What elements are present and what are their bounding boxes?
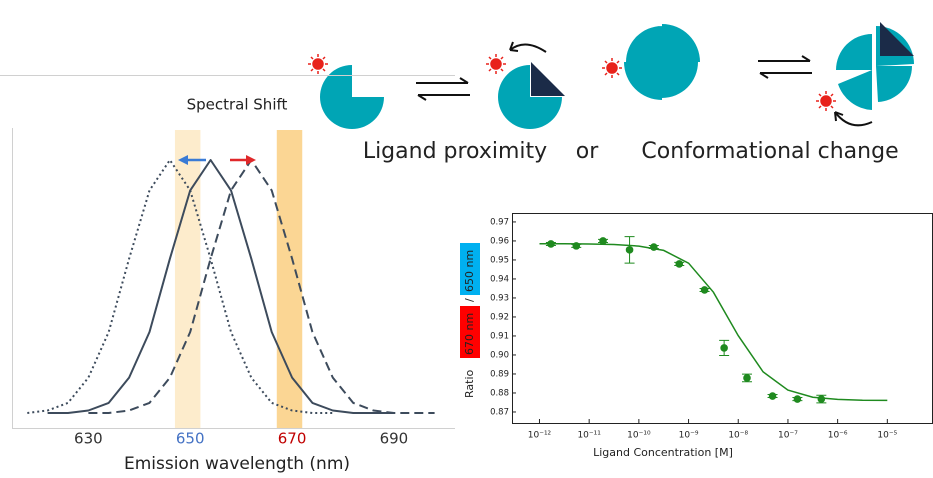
x-tick-label: 630 — [74, 430, 103, 448]
point — [547, 240, 555, 248]
diagram — [320, 22, 914, 129]
ligand — [531, 62, 565, 96]
fluorophores — [308, 54, 836, 111]
point — [625, 246, 634, 254]
chart-title: Spectral Shift — [187, 96, 288, 114]
y-axis-label-part: 650 nm — [463, 250, 476, 292]
x-tick-label: 10⁻¹¹ — [577, 431, 601, 441]
curve — [47, 159, 394, 414]
arrow — [759, 72, 812, 79]
point — [817, 395, 826, 403]
protein — [498, 65, 562, 129]
fluorophore — [816, 91, 836, 111]
equilibrium-arrows — [416, 41, 873, 127]
point — [720, 344, 728, 352]
arrow — [758, 55, 811, 62]
label: or — [576, 139, 599, 164]
point — [599, 237, 607, 245]
label-box — [460, 243, 480, 295]
y-axis-label-part: Ratio — [463, 369, 476, 398]
y-tick-label: 0.89 — [490, 369, 509, 379]
x-tick-label: 10⁻⁹ — [679, 431, 699, 441]
x-tick-label: 690 — [380, 430, 409, 448]
arrow — [416, 77, 469, 84]
band — [276, 130, 303, 428]
point — [650, 243, 658, 251]
x-tick-label: 10⁻⁵ — [877, 431, 897, 441]
y-tick-label: 0.91 — [490, 331, 509, 341]
x-tick-label: 670 — [278, 430, 307, 448]
point — [768, 392, 777, 400]
shift-arrows — [178, 155, 256, 165]
curve — [88, 159, 435, 414]
curve — [27, 159, 333, 414]
protein — [624, 24, 700, 100]
arrowhead — [178, 155, 188, 165]
protein — [836, 26, 914, 110]
x-tick-label: 10⁻⁷ — [778, 431, 798, 441]
x-axis-label: Emission wavelength (nm) — [124, 454, 350, 474]
x-tick-label: 10⁻⁶ — [828, 431, 848, 441]
x-axis-label: Ligand Concentration [M] — [593, 446, 733, 459]
point — [700, 286, 709, 294]
point — [793, 395, 802, 403]
x-tick-label: 10⁻¹⁰ — [627, 431, 651, 441]
y-axis-label-part: 670 nm — [463, 313, 476, 355]
y-tick-label: 0.96 — [490, 236, 509, 246]
fluorophore — [308, 54, 328, 74]
y-axis-label-part: / — [463, 298, 476, 302]
y-tick-label: 0.92 — [490, 312, 509, 322]
y-axis-label: Ratio 670 nm / 650 nm — [460, 243, 480, 398]
y-tick-label: 0.95 — [490, 255, 509, 265]
arrowhead — [246, 155, 256, 165]
label: Conformational change — [641, 139, 898, 164]
x-tick-label: 650 — [176, 430, 205, 448]
point — [743, 374, 751, 382]
binding-chart: 0.87 0.88 0.89 0.90 0.91 0.92 0.93 0.94 0.95 0.96… — [460, 213, 933, 459]
protein — [320, 65, 384, 129]
point — [572, 242, 581, 250]
y-tick-label: 0.94 — [490, 274, 509, 284]
curved-arrow — [834, 111, 873, 127]
band — [174, 130, 201, 428]
fluorophore — [602, 58, 622, 78]
label: Ligand proximity — [363, 139, 547, 164]
ligand — [880, 22, 914, 56]
arrow — [417, 94, 470, 101]
point — [675, 260, 684, 268]
curved-arrow — [509, 41, 547, 53]
y-tick-label: 0.93 — [490, 293, 509, 303]
x-tick-label: 10⁻⁸ — [728, 431, 748, 441]
panel-frame — [0, 75, 455, 429]
y-tick-label: 0.97 — [490, 217, 509, 227]
y-tick-label: 0.87 — [490, 407, 509, 417]
y-tick-label: 0.88 — [490, 388, 509, 398]
x-tick-label: 10⁻¹² — [528, 431, 552, 441]
fit-curve — [539, 243, 888, 402]
label-box — [460, 306, 480, 358]
y-tick-label: 0.90 — [490, 350, 509, 360]
fluorophore — [486, 54, 506, 74]
spectral-chart: Spectral Shift 630 650 670 690 Emission wavel… — [27, 96, 435, 474]
